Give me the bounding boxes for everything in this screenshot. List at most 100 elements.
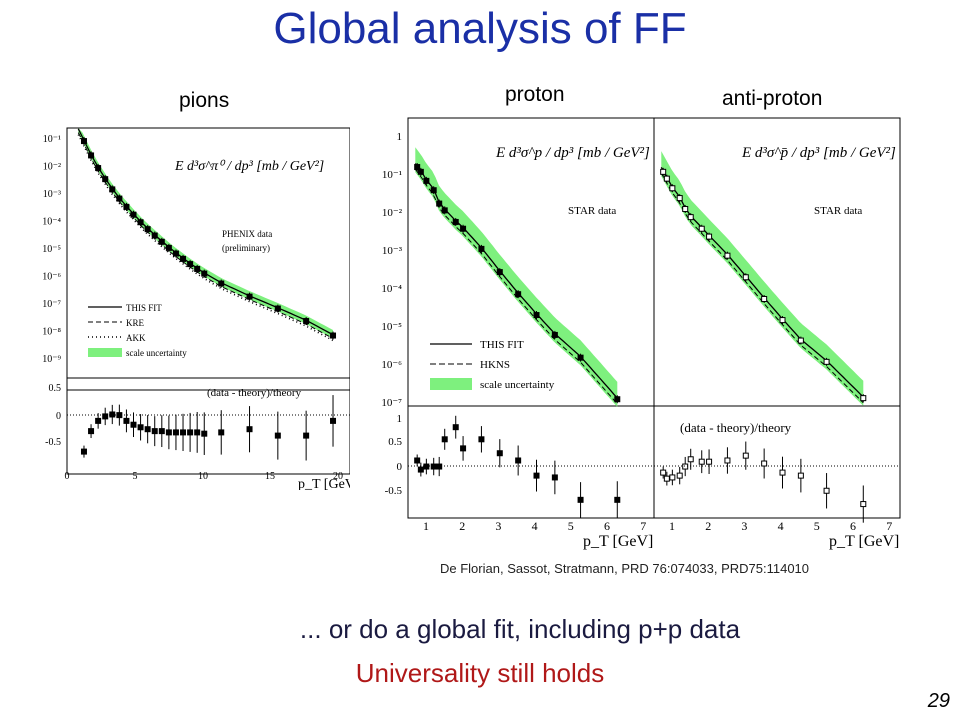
pion-ratio-label: (data - theory)/theory <box>207 387 302 399</box>
proton-uncertainty-band <box>415 147 618 407</box>
ratio-point <box>669 474 676 481</box>
ratio-point <box>687 456 694 463</box>
ratio-y-tick-label: -0.5 <box>385 485 403 497</box>
ratio-y-tick-label: 0.5 <box>388 436 402 448</box>
proton-legend: THIS FIT HKNS scale uncertainty <box>430 339 555 391</box>
data-point <box>436 200 443 207</box>
data-point <box>116 195 123 202</box>
antiproton-legend-data: STAR data <box>814 205 862 217</box>
citation: De Florian, Sassot, Stratmann, PRD 76:07… <box>440 561 810 576</box>
ratio-y-tick-label: 1 <box>397 413 403 425</box>
ratio-point <box>246 426 253 433</box>
ratio-point <box>88 428 95 435</box>
ratio-y-tick-label: 0 <box>56 411 61 422</box>
uncertainty-band <box>661 151 864 406</box>
panel-label-antiproton: anti-proton <box>722 87 823 110</box>
data-point <box>95 165 102 172</box>
pion-xaxis-label: p_T [GeV] <box>298 477 350 490</box>
ratio-point <box>165 429 172 436</box>
proton-x-tick-labels: 1 2 3 4 5 6 7 <box>423 519 646 533</box>
data-point <box>423 177 430 184</box>
antiproton-data-points <box>660 167 867 403</box>
x-tick-label: 10 <box>198 471 208 482</box>
pion-x-tick-labels: 0 5 10 15 20 <box>65 471 344 482</box>
legend-band-swatch <box>430 378 472 390</box>
data-point <box>218 280 225 287</box>
pion-ratio-points <box>80 395 337 461</box>
ratio-point <box>614 496 621 503</box>
ratio-point <box>130 421 137 428</box>
ratio-point <box>478 436 485 443</box>
data-point <box>187 261 194 268</box>
x-tick-label: 6 <box>604 519 610 533</box>
data-point <box>779 317 786 324</box>
proton-data-points <box>414 163 621 404</box>
y-tick-label: 10⁻² <box>382 207 403 219</box>
x-tick-label: 7 <box>886 519 892 533</box>
x-tick-label: 3 <box>495 519 501 533</box>
ratio-point <box>533 472 540 479</box>
ratio-point <box>761 460 768 467</box>
data-point <box>246 293 253 300</box>
ratio-point <box>698 458 705 465</box>
ratio-point <box>724 457 731 464</box>
x-tick-label: 2 <box>459 519 465 533</box>
pion-legend-band: scale uncertainty <box>126 348 187 358</box>
data-point <box>460 225 467 232</box>
data-point <box>80 138 87 145</box>
ratio-point <box>423 463 430 470</box>
proton-y-tick-labels: 1 10⁻¹ 10⁻² 10⁻³ 10⁻⁴ 10⁻⁵ 10⁻⁶ 10⁻⁷ <box>381 131 402 409</box>
ratio-point <box>144 426 151 433</box>
data-point <box>194 265 201 272</box>
data-point <box>123 203 130 210</box>
data-point <box>761 295 768 302</box>
proton-legend-band: scale uncertainty <box>480 379 555 391</box>
proton-ylabel: E d³σ^p / dp³ [mb / GeV²] <box>495 145 650 161</box>
ratio-y-tick-label: 0.5 <box>49 383 62 394</box>
pion-ratio-tick-labels: 0.5 0 -0.5 <box>45 383 61 448</box>
pion-ratio-frame <box>66 377 350 475</box>
data-point <box>496 269 503 276</box>
y-tick-label: 10⁻⁴ <box>42 217 61 228</box>
ratio-point <box>201 430 208 437</box>
ratio-point <box>187 429 194 436</box>
subcaption: Universality still holds <box>355 658 605 688</box>
y-tick-label: 10⁻² <box>43 162 61 173</box>
proton-ratio-tick-labels: 1 0.5 0 -0.5 <box>385 413 403 497</box>
pion-legend-kre: KRE <box>126 318 145 328</box>
proton-legend-data: STAR data <box>568 205 616 217</box>
ratio-point <box>151 428 158 435</box>
x-tick-label: 2 <box>705 519 711 533</box>
pion-ylabel: E d³σ^π⁰ / dp³ [mb / GeV²] <box>174 159 324 174</box>
data-point <box>102 176 109 183</box>
y-tick-label: 10⁻⁷ <box>381 397 402 409</box>
x-tick-label: 5 <box>568 519 574 533</box>
data-point <box>669 185 676 192</box>
data-point <box>551 331 558 338</box>
alt-curve <box>77 132 334 339</box>
pion-legend-akk: AKK <box>126 333 146 343</box>
x-tick-label: 3 <box>741 519 747 533</box>
slide-title: Global analysis of FF <box>273 4 687 53</box>
data-point <box>414 164 421 171</box>
ratio-point <box>109 411 116 418</box>
data-point <box>515 291 522 298</box>
ratio-point <box>303 432 310 439</box>
panel-label-proton: proton <box>505 83 565 106</box>
ratio-point <box>682 463 689 470</box>
y-tick-label: 10⁻⁶ <box>381 359 402 371</box>
ratio-point <box>441 436 448 443</box>
x-tick-label: 4 <box>532 519 538 533</box>
data-point <box>165 244 172 251</box>
y-tick-label: 10⁻¹ <box>382 169 402 181</box>
data-point <box>823 358 830 365</box>
ratio-point <box>95 417 102 424</box>
pion-main-frame <box>66 127 350 391</box>
pion-legend: THIS FIT KRE AKK scale uncertainty <box>88 303 187 358</box>
x-tick-label: 5 <box>133 471 138 482</box>
pion-data-points <box>80 137 337 340</box>
proton-main-frame <box>407 117 655 407</box>
data-point <box>698 225 705 232</box>
y-tick-label: 10⁻⁶ <box>42 272 61 283</box>
proton-legend-fit: THIS FIT <box>480 339 524 351</box>
